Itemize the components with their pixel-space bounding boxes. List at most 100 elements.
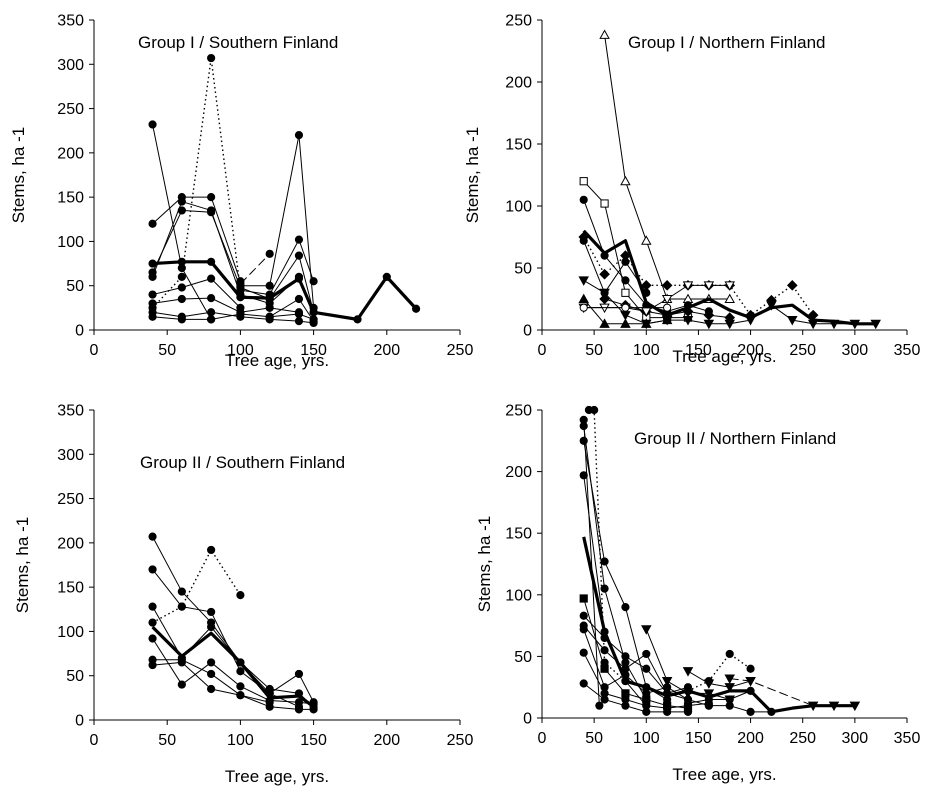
- data-point: [236, 591, 245, 600]
- x-tick-label: 300: [842, 342, 869, 359]
- data-point: [177, 680, 186, 689]
- data-point: [703, 281, 715, 291]
- data-point: [177, 294, 186, 304]
- data-point: [148, 219, 157, 228]
- data-point: [148, 565, 157, 574]
- data-point: [579, 625, 588, 634]
- x-tick-label: 350: [894, 342, 921, 359]
- data-point: [265, 312, 274, 321]
- data-point: [294, 309, 304, 319]
- data-point: [590, 405, 599, 415]
- series-line: [582, 536, 855, 714]
- x-tick-label: 300: [842, 730, 869, 747]
- series-line: [152, 278, 241, 309]
- data-point: [148, 618, 157, 627]
- data-point: [600, 584, 609, 593]
- chart-panel-1: 0 50 100 150 200 250 300 350 0 50 100 150 200 250 Tree…: [9, 13, 473, 371]
- x-tick-label: 250: [789, 342, 816, 359]
- data-point: [578, 293, 589, 304]
- x-tick-label: 250: [447, 342, 474, 359]
- data-point: [207, 206, 216, 215]
- y-tick-label: 300: [57, 57, 84, 74]
- data-point: [621, 303, 630, 312]
- panel-title: Group I / Northern Finland: [628, 33, 825, 52]
- data-point: [641, 318, 652, 328]
- y-tick-label: 300: [57, 447, 84, 464]
- series-line: [240, 239, 315, 296]
- y-tick-label: 50: [514, 261, 532, 278]
- data-point: [411, 304, 421, 313]
- data-point: [579, 177, 588, 186]
- x-tick-label: 100: [227, 732, 254, 749]
- series-line: [240, 253, 271, 285]
- data-point: [236, 309, 245, 319]
- series-line: [687, 670, 751, 688]
- panel-title: Group II / Southern Finland: [140, 453, 345, 472]
- y-tick-label: 100: [505, 199, 532, 216]
- x-tick-label: 0: [90, 342, 99, 359]
- y-tick-label: 50: [66, 668, 84, 685]
- data-point: [236, 667, 245, 676]
- y-tick-label: 0: [75, 323, 84, 340]
- series-line: [152, 311, 314, 324]
- data-point: [579, 436, 588, 445]
- series-line: [152, 260, 418, 321]
- data-point: [177, 315, 186, 324]
- data-point: [641, 625, 652, 635]
- y-tick-label: 250: [505, 13, 532, 30]
- y-tick-label: 100: [505, 587, 532, 604]
- data-point: [703, 689, 715, 699]
- data-point: [207, 669, 216, 679]
- data-point: [207, 315, 216, 324]
- x-tick-label: 250: [447, 732, 474, 749]
- y-tick-label: 200: [505, 464, 532, 481]
- data-point: [620, 318, 631, 328]
- y-axis-title: Stems, ha -1: [475, 516, 494, 612]
- data-point: [600, 557, 609, 566]
- data-point: [148, 660, 157, 670]
- data-point: [661, 294, 673, 305]
- data-point: [725, 649, 734, 659]
- data-point: [294, 235, 304, 244]
- data-point: [663, 303, 672, 312]
- data-point: [579, 303, 588, 312]
- data-point: [265, 303, 274, 312]
- data-point: [725, 695, 734, 704]
- y-tick-label: 150: [505, 526, 532, 543]
- panel-title: Group I / Southern Finland: [138, 33, 338, 52]
- y-tick-label: 350: [57, 403, 84, 420]
- data-point: [724, 293, 735, 304]
- x-tick-label: 150: [685, 342, 712, 359]
- data-point: [207, 658, 216, 667]
- series-line: [240, 134, 315, 308]
- data-point: [600, 199, 609, 208]
- data-point: [294, 294, 304, 304]
- data-point: [294, 669, 304, 679]
- data-point: [207, 622, 216, 632]
- y-tick-label: 150: [57, 580, 84, 597]
- data-point: [177, 658, 186, 667]
- data-point: [207, 308, 216, 317]
- data-point: [236, 293, 245, 302]
- data-point: [621, 603, 630, 612]
- data-point: [620, 175, 631, 186]
- data-point: [579, 594, 588, 603]
- data-point: [640, 280, 652, 291]
- y-axis-title: Stems, ha -1: [13, 517, 32, 613]
- data-point: [661, 280, 673, 291]
- data-point: [148, 312, 157, 321]
- series-line: [588, 409, 626, 682]
- x-tick-label: 100: [227, 342, 254, 359]
- data-point: [600, 646, 609, 655]
- x-tick-label: 50: [158, 732, 176, 749]
- x-tick-label: 200: [373, 342, 400, 359]
- data-point: [599, 268, 610, 280]
- series-line: [582, 229, 876, 326]
- data-point: [642, 707, 651, 716]
- data-point: [703, 319, 715, 330]
- series-line: [708, 705, 772, 713]
- data-point: [177, 197, 186, 206]
- data-point: [207, 545, 216, 555]
- x-tick-label: 150: [300, 732, 327, 749]
